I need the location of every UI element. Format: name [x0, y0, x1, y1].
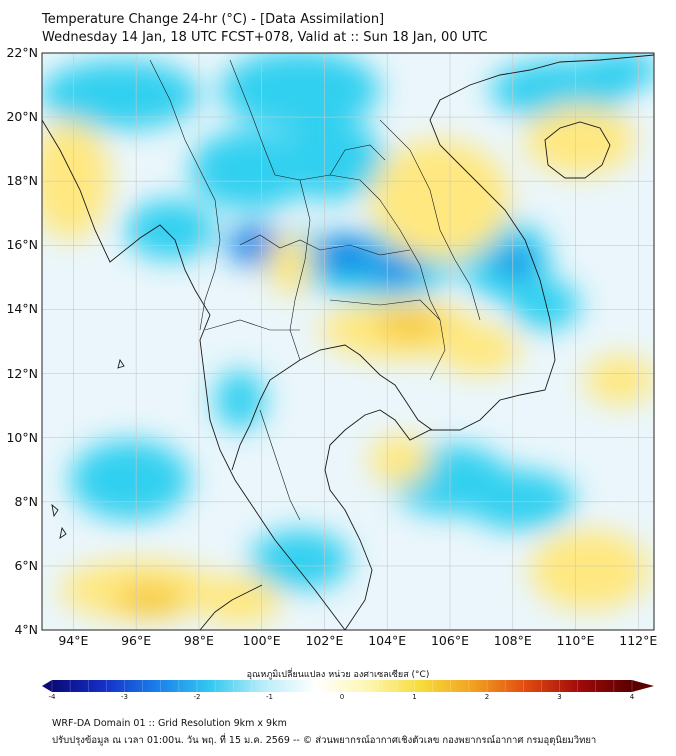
- colorbar-tick-label: -3: [121, 693, 128, 701]
- footer-credit: ปรับปรุงข้อมูล ณ เวลา 01:00น. วัน พฤ. ที…: [52, 735, 597, 746]
- colorbar-tick-label: 1: [412, 693, 417, 701]
- lon-label: 106°E: [430, 633, 469, 648]
- colorbar-gradient: [52, 680, 632, 692]
- country-borders: [149, 59, 481, 521]
- colorbar-title: อุณหภูมิเปลี่ยนแปลง หน่วย องศาเซลเซียส (…: [246, 670, 430, 680]
- lon-label: 102°E: [305, 633, 344, 648]
- lat-label: 12°N: [6, 365, 38, 381]
- map-title: Temperature Change 24-hr (°C) - [Data As…: [42, 12, 385, 27]
- lon-label: 112°E: [619, 633, 658, 648]
- colorbar-tick-label: 2: [484, 693, 490, 701]
- map-frame: [41, 52, 655, 631]
- colorbar-tick-label: -4: [48, 693, 56, 701]
- footer-model-info: WRF-DA Domain 01 :: Grid Resolution 9km …: [52, 718, 287, 729]
- coastlines: [42, 54, 654, 630]
- lon-label: 94°E: [58, 633, 89, 648]
- lat-label: 16°N: [6, 237, 38, 253]
- colorbar-tick-label: 3: [557, 693, 562, 701]
- colorbar-tick-marks: [51, 680, 633, 692]
- colorbar-tick-label: 0: [339, 693, 345, 701]
- map-subtitle: Wednesday 14 Jan, 18 UTC FCST+078, Valid…: [42, 30, 488, 45]
- lat-label: 20°N: [6, 109, 38, 125]
- lat-label: 6°N: [14, 557, 38, 573]
- lat-label: 4°N: [14, 622, 38, 637]
- colorbar-tick-label: 4: [629, 693, 635, 701]
- lon-label: 108°E: [493, 633, 532, 648]
- colorbar-max-arrow: [632, 680, 654, 692]
- colorbar-tick-label: -1: [266, 693, 273, 701]
- lon-label: 100°E: [242, 633, 281, 648]
- map-panel: [42, 53, 654, 630]
- lon-label: 110°E: [556, 633, 595, 648]
- lon-label: 104°E: [368, 633, 407, 648]
- lat-label: 8°N: [14, 493, 38, 509]
- colorbar: [42, 680, 654, 692]
- colorbar-min-arrow: [42, 680, 52, 692]
- lon-label: 96°E: [121, 633, 152, 648]
- lat-label: 18°N: [6, 173, 38, 189]
- lat-label: 14°N: [6, 301, 38, 317]
- lon-label: 98°E: [183, 633, 214, 648]
- temperature-field: [42, 53, 654, 625]
- lat-label: 10°N: [6, 429, 38, 445]
- lat-label: 22°N: [6, 45, 38, 60]
- colorbar-tick-label: -2: [193, 693, 201, 701]
- graticule: [42, 53, 654, 630]
